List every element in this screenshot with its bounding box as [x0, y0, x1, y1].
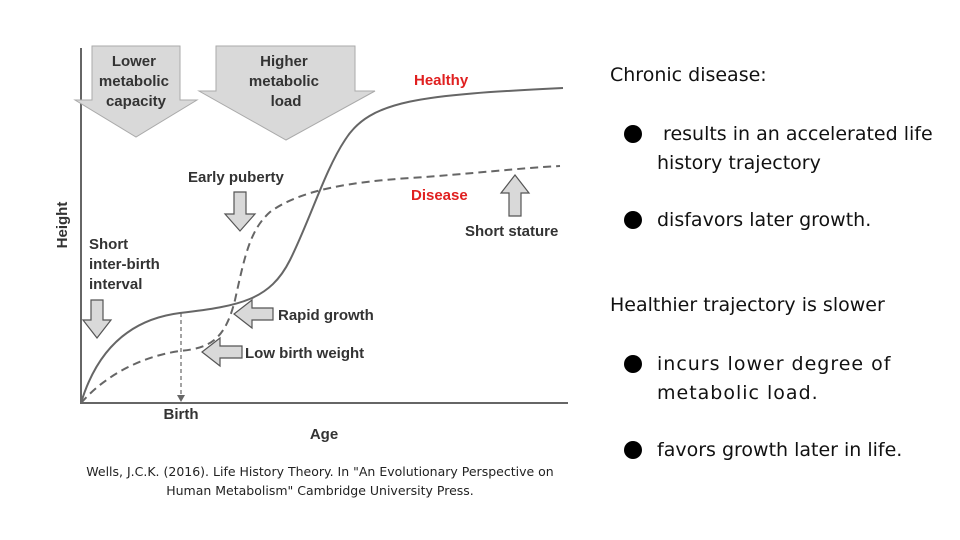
citation: Wells, J.C.K. (2016). Life History Theor…	[60, 462, 580, 500]
y-axis-label: Height	[54, 202, 71, 249]
low-birth-weight-arrow	[201, 336, 243, 368]
short-interval-line-1: Short	[89, 236, 128, 253]
healthier-bullet-2: favors growth later in life.	[624, 436, 960, 465]
lower-metabolic-arrow	[73, 45, 199, 138]
early-puberty-arrow	[223, 191, 257, 232]
birth-label: Birth	[164, 406, 199, 423]
birth-marker-arrowhead	[177, 395, 185, 402]
short-stature-label: Short stature	[465, 223, 558, 240]
higher-metabolic-line-1: Higher	[260, 53, 308, 70]
short-interval-line-2: inter-birth	[89, 256, 160, 273]
early-puberty-label: Early puberty	[188, 169, 285, 186]
short-stature-arrow	[499, 174, 531, 217]
low-birth-weight-label: Low birth weight	[245, 345, 364, 362]
bullet-dot	[624, 355, 642, 373]
rapid-growth-label: Rapid growth	[278, 307, 374, 324]
svg-text:Short inter-birth inte: Short inter-birth interval	[89, 236, 164, 293]
rapid-growth-arrow	[233, 298, 274, 330]
higher-metabolic-line-2: metabolic	[249, 73, 319, 90]
bullet-dot	[624, 441, 642, 459]
short-interval-line-3: interval	[89, 276, 142, 293]
higher-metabolic-line-3: load	[271, 93, 302, 110]
lower-metabolic-line-3: capacity	[106, 93, 167, 110]
chronic-bullet-1: results in an accelerated life history t…	[624, 120, 954, 178]
chronic-disease-heading: Chronic disease:	[610, 64, 767, 86]
healthy-label: Healthy	[414, 72, 469, 89]
healthier-bullet-1: incurs lower degree of metabolic load.	[624, 350, 934, 408]
chronic-bullet-1-text: results in an accelerated life history t…	[657, 123, 939, 174]
chronic-bullet-2-text: disfavors later growth.	[657, 209, 872, 231]
citation-line-2: Human Metabolism" Cambridge University P…	[166, 483, 474, 498]
chronic-bullet-2: disfavors later growth.	[624, 206, 954, 235]
healthy-curve	[80, 87, 564, 404]
disease-curve	[80, 165, 561, 404]
citation-line-1: Wells, J.C.K. (2016). Life History Theor…	[86, 464, 554, 479]
healthier-heading: Healthier trajectory is slower	[610, 294, 885, 316]
x-axis-label: Age	[310, 426, 338, 443]
bullet-dot	[624, 211, 642, 229]
life-history-figure: Lower metabolic capacity Higher metaboli…	[54, 45, 568, 443]
healthier-bullet-1-text: incurs lower degree of metabolic load.	[657, 353, 892, 404]
disease-label: Disease	[411, 187, 468, 204]
svg-text:Higher metabolic load: Higher metabolic load	[249, 53, 323, 110]
short-interval-arrow	[81, 299, 113, 339]
lower-metabolic-line-2: metabolic	[99, 73, 169, 90]
bullet-dot	[624, 125, 642, 143]
svg-text:Lower metabolic capaci: Lower metabolic capacity	[99, 53, 173, 110]
healthier-bullet-2-text: favors growth later in life.	[657, 439, 903, 461]
higher-metabolic-arrow	[197, 45, 376, 141]
lower-metabolic-line-1: Lower	[112, 53, 156, 70]
